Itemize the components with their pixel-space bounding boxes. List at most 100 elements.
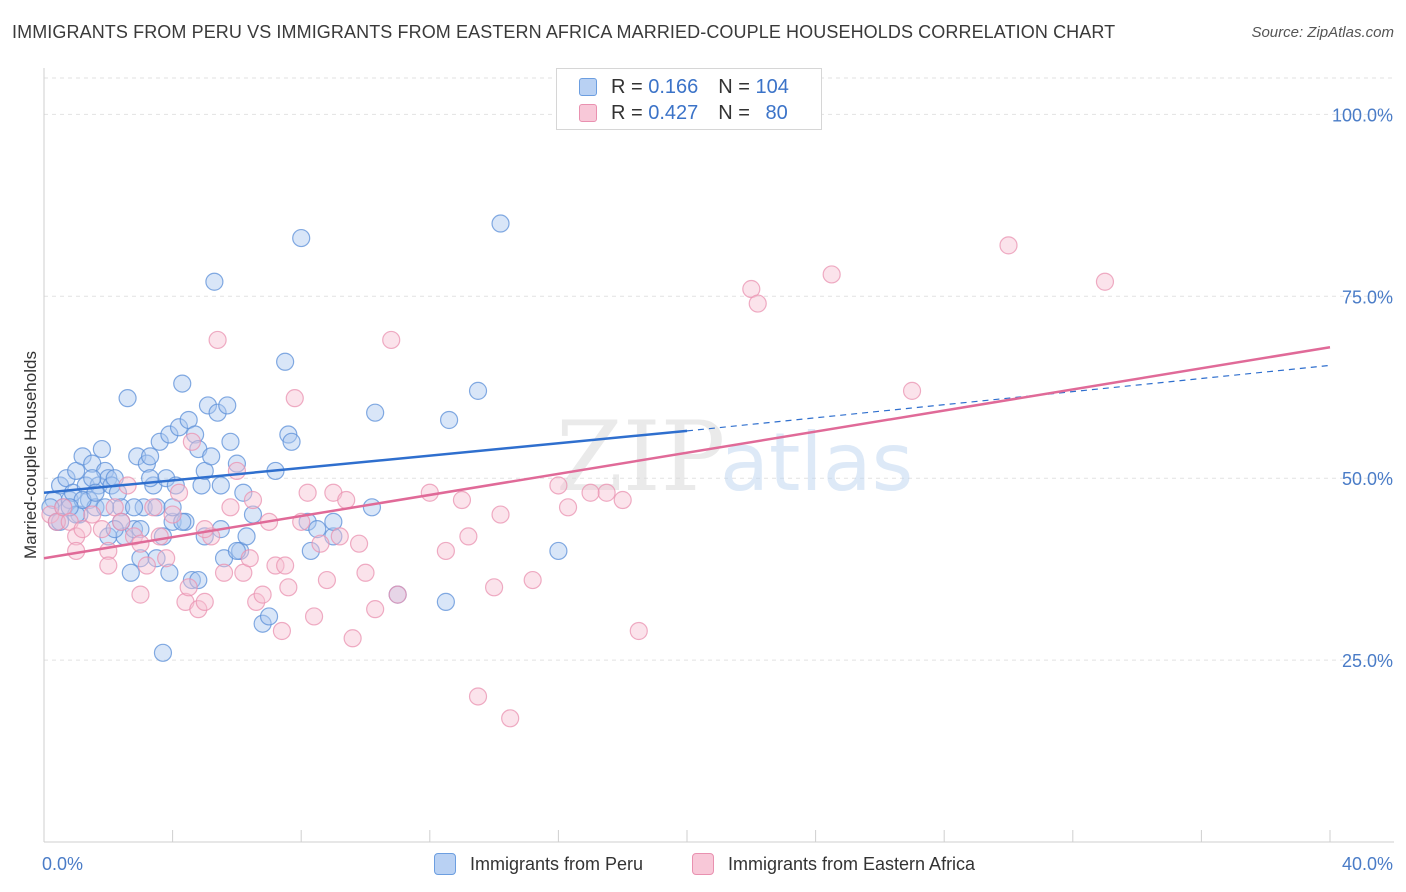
point-peru	[150, 432, 169, 451]
point-peru	[436, 592, 455, 611]
point-eastern-africa	[285, 389, 304, 408]
point-eastern-africa	[189, 600, 208, 619]
bottom-legend-eastern-africa: Immigrants from Eastern Africa	[692, 852, 975, 876]
watermark: ZIP atlas	[556, 401, 913, 513]
bottom-legend-label-eastern-africa: Immigrants from Eastern Africa	[728, 853, 976, 874]
legend-row-peru: R = 0.166 N = 104	[579, 75, 789, 99]
point-eastern-africa	[485, 578, 504, 597]
legend-n-label: N =	[718, 101, 750, 124]
point-eastern-africa	[247, 592, 266, 611]
point-eastern-africa	[214, 563, 234, 582]
point-peru	[108, 483, 128, 502]
point-eastern-africa	[468, 687, 488, 706]
point-eastern-africa	[137, 556, 156, 575]
y-tick-label: 75.0%	[1342, 287, 1393, 307]
point-eastern-africa	[112, 512, 131, 531]
legend-swatch-eastern-africa	[579, 104, 597, 122]
point-eastern-africa	[67, 527, 86, 546]
legend-n-value-eastern-africa: 80	[765, 101, 788, 124]
point-peru	[118, 389, 137, 408]
point-eastern-africa	[124, 527, 144, 546]
trend-line-peru-extension	[686, 364, 1331, 432]
bottom-legend-swatch-peru	[434, 853, 456, 875]
point-eastern-africa	[902, 381, 922, 400]
legend-box: R = 0.166 N = 104 R = 0.427 N = 80	[556, 68, 822, 130]
point-peru	[60, 498, 79, 517]
point-peru	[131, 520, 150, 539]
point-eastern-africa	[99, 556, 118, 575]
point-peru	[160, 563, 179, 582]
legend-swatch-peru	[579, 78, 597, 96]
point-eastern-africa	[73, 520, 92, 539]
chart-title: IMMIGRANTS FROM PERU VS IMMIGRANTS FROM …	[12, 22, 1116, 42]
watermark-zip: ZIP	[556, 401, 725, 513]
point-eastern-africa	[613, 490, 632, 510]
point-peru	[83, 469, 102, 488]
legend-r-label: R =	[611, 101, 643, 124]
point-eastern-africa	[298, 483, 317, 502]
point-eastern-africa	[304, 607, 324, 626]
legend-r-value-peru: 0.166	[648, 75, 699, 98]
point-peru	[276, 352, 295, 371]
point-peru	[92, 439, 111, 459]
point-eastern-africa	[163, 505, 182, 524]
point-eastern-africa	[169, 483, 189, 502]
point-peru	[292, 228, 311, 248]
point-peru	[147, 549, 166, 568]
point-eastern-africa	[436, 541, 455, 561]
point-eastern-africa	[452, 490, 472, 510]
point-eastern-africa	[349, 534, 369, 553]
point-eastern-africa	[253, 585, 272, 604]
bottom-legend-label-peru: Immigrants from Peru	[470, 853, 644, 874]
legend-row-eastern-africa: R = 0.427 N = 80	[579, 101, 788, 125]
point-peru	[227, 454, 246, 473]
watermark-atlas: atlas	[720, 416, 913, 509]
point-eastern-africa	[83, 505, 102, 524]
point-eastern-africa	[317, 570, 337, 590]
x-tick-label-end: 40.0%	[1342, 854, 1393, 874]
point-peru	[208, 403, 227, 422]
point-peru	[173, 374, 192, 393]
point-eastern-africa	[144, 498, 163, 517]
point-peru	[153, 643, 173, 662]
point-peru	[134, 498, 153, 517]
point-eastern-africa	[343, 629, 362, 648]
point-eastern-africa	[822, 265, 841, 284]
y-tick-label: 25.0%	[1342, 651, 1393, 671]
point-peru	[253, 614, 272, 633]
point-peru	[298, 512, 317, 531]
point-eastern-africa	[182, 432, 201, 451]
point-eastern-africa	[382, 330, 401, 350]
x-tick-label-start: 0.0%	[42, 854, 83, 874]
point-peru	[105, 520, 124, 539]
point-peru	[112, 498, 131, 517]
point-eastern-africa	[208, 330, 227, 350]
point-peru	[173, 512, 192, 531]
point-eastern-africa	[999, 236, 1018, 255]
legend-r-value-eastern-africa: 0.427	[648, 101, 699, 124]
point-eastern-africa	[279, 578, 298, 597]
point-peru	[73, 447, 92, 466]
point-peru	[131, 549, 150, 568]
point-peru	[366, 403, 385, 422]
trend-line-peru	[43, 429, 688, 494]
point-eastern-africa	[330, 527, 349, 546]
point-eastern-africa	[337, 490, 356, 510]
point-peru	[439, 410, 459, 430]
point-peru	[549, 541, 568, 561]
point-eastern-africa	[92, 520, 111, 539]
point-eastern-africa	[491, 505, 510, 524]
point-eastern-africa	[629, 621, 648, 641]
trend-lines	[43, 345, 1331, 560]
axes	[43, 68, 1394, 843]
point-peru	[202, 447, 221, 466]
point-peru	[491, 214, 510, 233]
point-peru	[211, 476, 230, 495]
y-tick-label: 100.0%	[1332, 105, 1393, 125]
point-peru	[140, 447, 160, 466]
point-peru	[468, 381, 488, 400]
point-eastern-africa	[131, 585, 150, 604]
point-eastern-africa	[266, 556, 285, 575]
source-label: Source: ZipAtlas.com	[1251, 24, 1394, 41]
